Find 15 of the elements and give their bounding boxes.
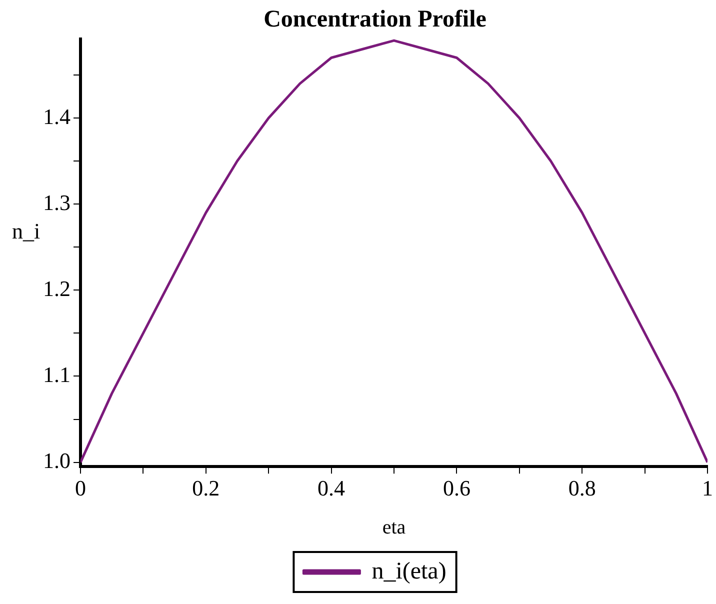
y-tick-label: 1.2 [43,276,70,301]
y-tick-label: 1.1 [43,362,70,387]
y-tick-label: 1.3 [43,190,70,215]
x-tick-label: 0.2 [192,476,220,501]
chart-title: Concentration Profile [264,6,487,33]
legend-label: n_i(eta) [372,558,446,584]
y-tick-label: 1.0 [43,448,70,474]
x-tick-label: 1 [702,476,713,501]
x-axis-title: eta [382,516,406,538]
x-tick-label: 0.8 [568,476,596,501]
y-axis-title: n_i [12,218,40,244]
x-tick-label: 0.6 [442,476,470,501]
y-tick-label: 1.4 [43,104,70,129]
x-tick-label: 0.4 [318,476,346,501]
x-tick-label: 0 [75,476,86,501]
